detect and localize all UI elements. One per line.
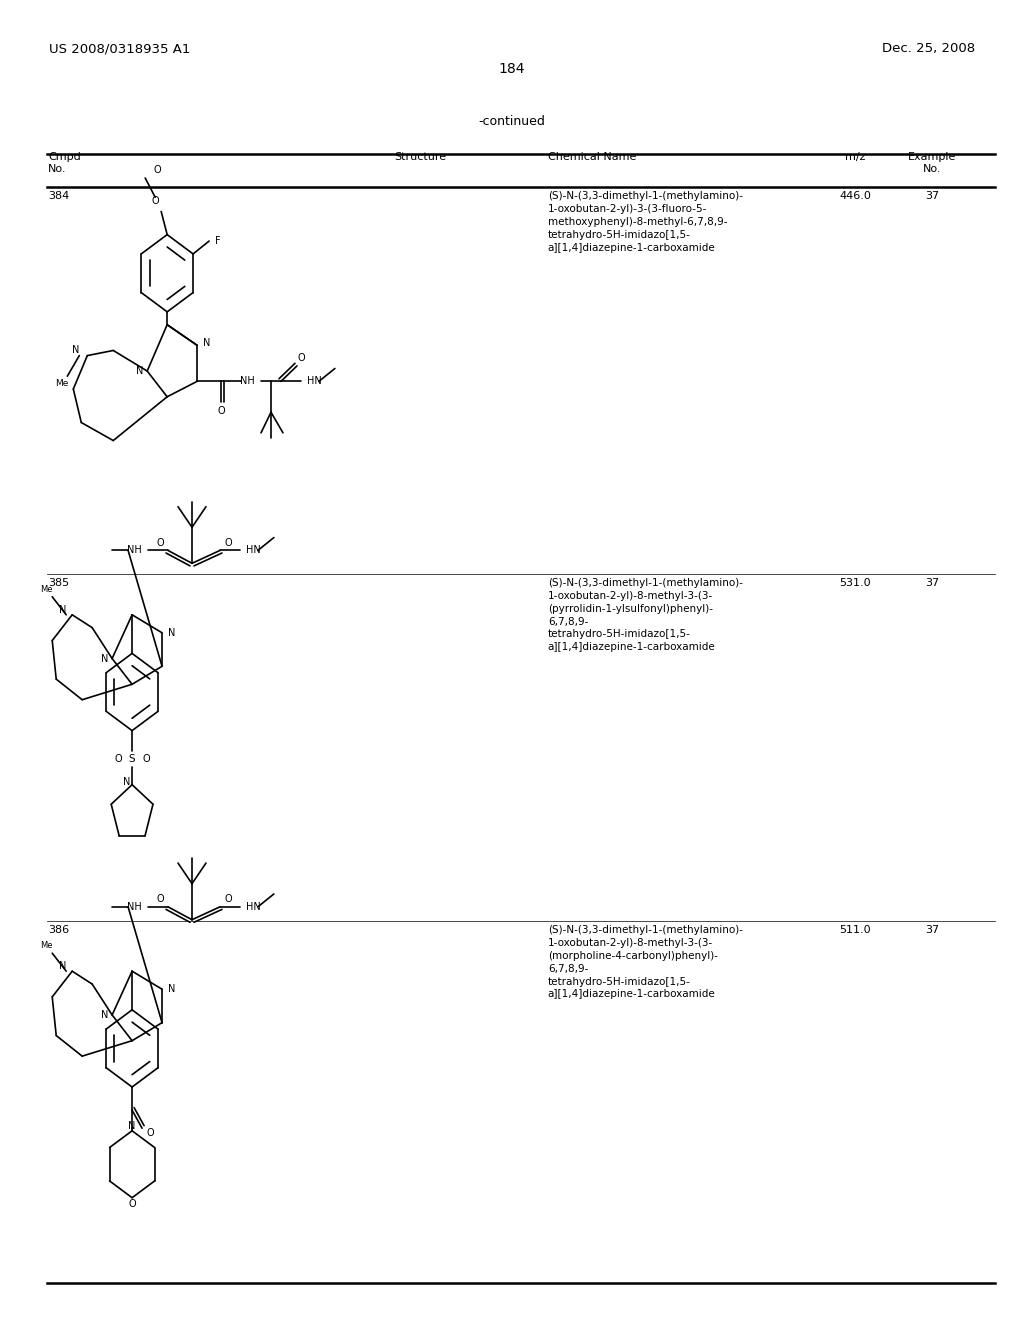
Text: NH: NH: [127, 545, 142, 556]
Text: 386: 386: [48, 925, 70, 936]
Text: Me: Me: [40, 941, 52, 950]
Text: Me: Me: [54, 379, 68, 388]
Text: NH: NH: [240, 376, 254, 387]
Text: N: N: [128, 1121, 136, 1131]
Text: Example
No.: Example No.: [907, 152, 956, 174]
Text: (S)-N-(3,3-dimethyl-1-(methylamino)-
1-oxobutan-2-yl)-3-(3-fluoro-5-
methoxyphen: (S)-N-(3,3-dimethyl-1-(methylamino)- 1-o…: [548, 191, 742, 252]
Text: Me: Me: [40, 585, 52, 594]
Text: N: N: [136, 366, 143, 376]
Text: US 2008/0318935 A1: US 2008/0318935 A1: [49, 42, 190, 55]
Text: HN: HN: [246, 545, 261, 556]
Text: O: O: [157, 537, 164, 548]
Text: Dec. 25, 2008: Dec. 25, 2008: [882, 42, 975, 55]
Text: Cmpd
No.: Cmpd No.: [48, 152, 81, 174]
Text: O: O: [217, 407, 225, 416]
Text: O: O: [115, 754, 122, 764]
Text: HN: HN: [307, 376, 322, 387]
Text: 531.0: 531.0: [840, 578, 870, 589]
Text: N: N: [123, 777, 130, 787]
Text: (S)-N-(3,3-dimethyl-1-(methylamino)-
1-oxobutan-2-yl)-8-methyl-3-(3-
(morpholine: (S)-N-(3,3-dimethyl-1-(methylamino)- 1-o…: [548, 925, 742, 999]
Text: N: N: [100, 1010, 109, 1020]
Text: N: N: [168, 985, 175, 994]
Text: 511.0: 511.0: [840, 925, 870, 936]
Text: m/z: m/z: [845, 152, 865, 162]
Text: O: O: [154, 165, 161, 176]
Text: 37: 37: [925, 578, 939, 589]
Text: (S)-N-(3,3-dimethyl-1-(methylamino)-
1-oxobutan-2-yl)-8-methyl-3-(3-
(pyrrolidin: (S)-N-(3,3-dimethyl-1-(methylamino)- 1-o…: [548, 578, 742, 652]
Text: 446.0: 446.0: [839, 191, 871, 202]
Text: N: N: [203, 338, 211, 347]
Text: O: O: [224, 537, 231, 548]
Text: F: F: [215, 236, 221, 246]
Text: 385: 385: [48, 578, 70, 589]
Text: 184: 184: [499, 62, 525, 77]
Text: N: N: [168, 628, 175, 638]
Text: O: O: [146, 1129, 154, 1138]
Text: NH: NH: [127, 902, 142, 912]
Text: 37: 37: [925, 925, 939, 936]
Text: O: O: [297, 354, 305, 363]
Text: O: O: [157, 894, 164, 904]
Text: -continued: -continued: [478, 115, 546, 128]
Text: N: N: [58, 605, 67, 615]
Text: Chemical Name: Chemical Name: [548, 152, 636, 162]
Text: O: O: [224, 894, 231, 904]
Text: N: N: [58, 961, 67, 972]
Text: HN: HN: [246, 902, 261, 912]
Text: 384: 384: [48, 191, 70, 202]
Text: O: O: [152, 197, 159, 206]
Text: Structure: Structure: [394, 152, 445, 162]
Text: O: O: [142, 754, 150, 764]
Text: 37: 37: [925, 191, 939, 202]
Text: O: O: [128, 1199, 136, 1209]
Text: N: N: [72, 346, 79, 355]
Text: S: S: [129, 754, 135, 764]
Text: N: N: [100, 653, 109, 664]
